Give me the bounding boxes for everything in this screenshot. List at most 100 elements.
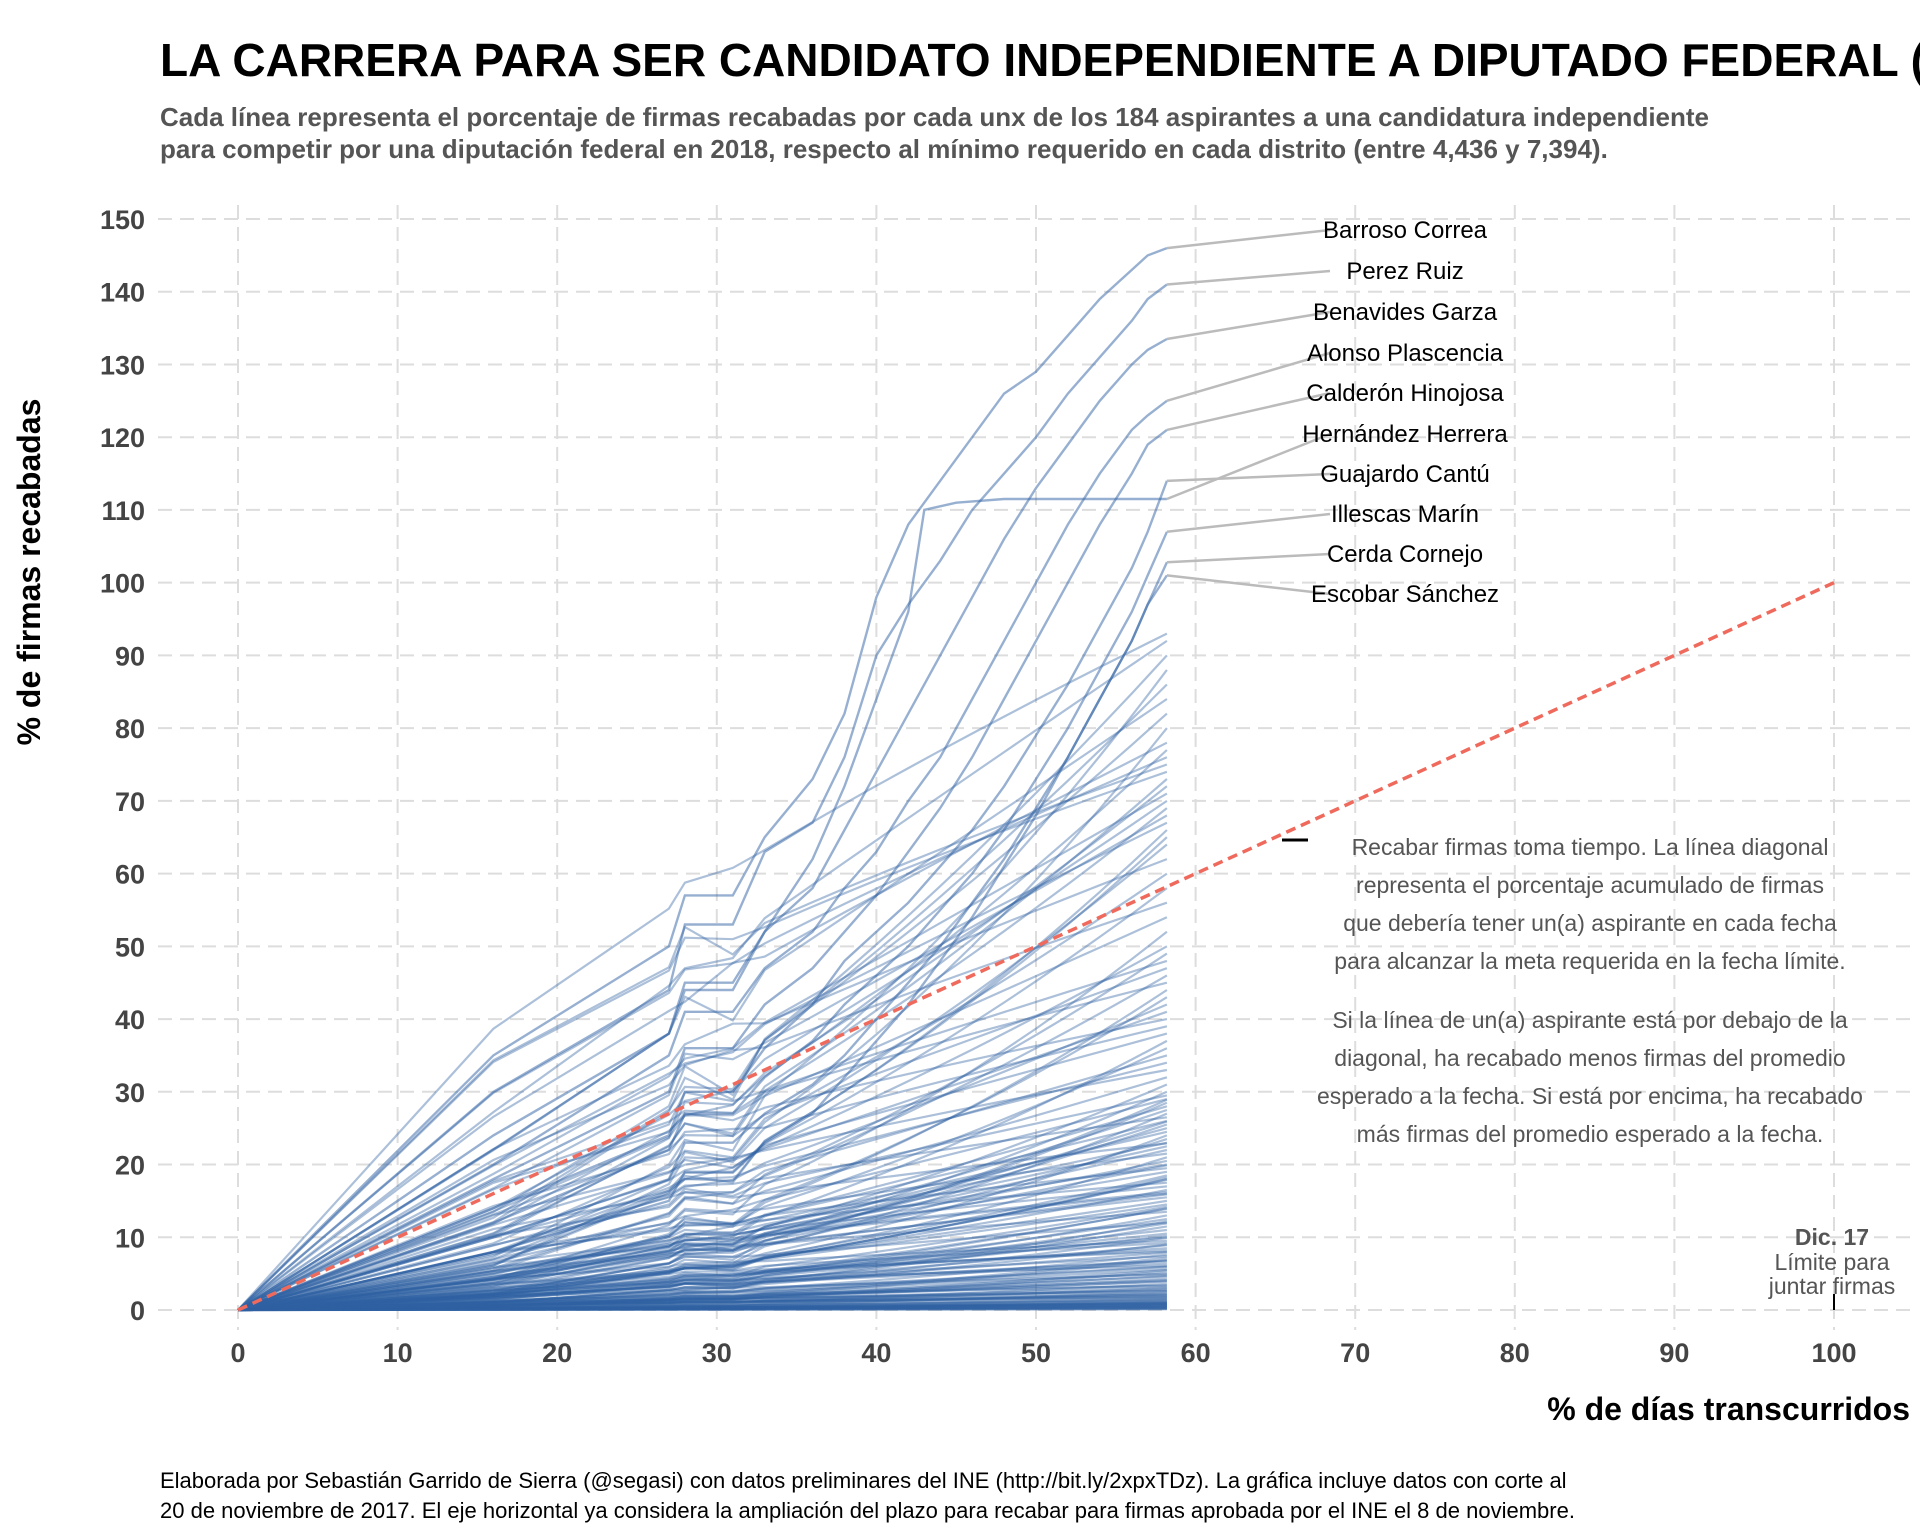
series-line xyxy=(237,1300,1167,1312)
reference-note-line: Recabar firmas toma tiempo. La línea dia… xyxy=(1352,834,1829,860)
y-tick-label: 130 xyxy=(100,350,145,380)
series-line xyxy=(237,1302,1167,1312)
reading-note: Si la línea de un(a) aspirante está por … xyxy=(1317,1007,1863,1147)
y-tick-label: 90 xyxy=(115,641,145,671)
series-line xyxy=(237,1302,1167,1312)
series-line xyxy=(237,712,1168,1312)
series-line xyxy=(237,1094,1168,1312)
series-line xyxy=(237,1039,1168,1312)
series-label-connector xyxy=(1166,269,1331,286)
series-line xyxy=(237,1236,1168,1312)
series-label: Escobar Sánchez xyxy=(1311,581,1499,608)
series-line xyxy=(237,1181,1167,1312)
series-line xyxy=(237,1297,1167,1312)
series-line xyxy=(237,1234,1168,1312)
series-line xyxy=(237,1232,1168,1312)
series-line xyxy=(237,749,1168,1312)
series-line xyxy=(237,1303,1167,1312)
series-line xyxy=(237,945,1168,1312)
y-tick-label: 20 xyxy=(115,1151,145,1181)
series-line xyxy=(237,1141,1168,1312)
highlighted-series-line xyxy=(237,480,1169,1312)
y-tick-label: 0 xyxy=(130,1296,145,1326)
series-line xyxy=(237,814,1168,1311)
y-tick-label: 10 xyxy=(115,1223,145,1253)
reading-note-line: diagonal, ha recabado menos firmas del p… xyxy=(1334,1045,1845,1071)
series-line xyxy=(237,1098,1168,1312)
series-line xyxy=(237,1130,1168,1312)
series-line xyxy=(237,821,1168,1311)
x-tick-label: 50 xyxy=(1021,1338,1051,1368)
series-line xyxy=(237,1101,1168,1312)
series-line xyxy=(237,1279,1167,1312)
grid xyxy=(158,205,1910,1330)
series-line xyxy=(237,1142,1168,1312)
series-line xyxy=(237,1145,1168,1312)
series-line xyxy=(237,1134,1168,1312)
series-line xyxy=(237,1294,1167,1312)
series-label: Perez Ruiz xyxy=(1346,258,1463,285)
x-tick-label: 90 xyxy=(1659,1338,1689,1368)
series-line xyxy=(237,1301,1167,1312)
series-line xyxy=(237,1236,1168,1312)
x-tick-label: 100 xyxy=(1811,1338,1856,1368)
y-tick-label: 30 xyxy=(115,1078,145,1108)
series-line xyxy=(237,1298,1167,1312)
series-line xyxy=(237,1304,1167,1312)
series-line xyxy=(237,1270,1167,1312)
caption-line-2: 20 de noviembre de 2017. El eje horizont… xyxy=(160,1498,1575,1523)
series-line xyxy=(237,1273,1167,1312)
reading-note-line: más firmas del promedio esperado a la fe… xyxy=(1357,1121,1824,1147)
series-line xyxy=(237,1068,1168,1312)
series-line xyxy=(237,1290,1167,1312)
series-line xyxy=(237,741,1168,1311)
series-line xyxy=(237,1247,1167,1312)
series-line xyxy=(237,1191,1168,1312)
x-tick-label: 30 xyxy=(702,1338,732,1368)
series-line xyxy=(237,1272,1167,1312)
series-line xyxy=(237,1259,1167,1312)
y-tick-label: 150 xyxy=(100,205,145,235)
series-line xyxy=(237,1289,1167,1312)
series-line xyxy=(237,1207,1168,1312)
x-tick-label: 40 xyxy=(861,1338,891,1368)
series-line xyxy=(237,1307,1167,1312)
chart-title: LA CARRERA PARA SER CANDIDATO INDEPENDIE… xyxy=(160,34,1920,86)
series-line xyxy=(237,1203,1168,1312)
series-line xyxy=(237,669,1168,1312)
series-line xyxy=(237,1148,1168,1312)
series-line xyxy=(237,1138,1168,1312)
series-line xyxy=(237,1277,1167,1312)
series-labels: Barroso Correa Perez Ruiz Benavides Garza A… xyxy=(1166,217,1508,608)
series-line xyxy=(237,1244,1167,1312)
series-line xyxy=(237,778,1168,1312)
series-line xyxy=(237,1295,1167,1312)
series-line xyxy=(237,1120,1168,1312)
series-line xyxy=(237,1228,1168,1312)
series-line xyxy=(237,1218,1168,1312)
series-label: Barroso Correa xyxy=(1323,217,1488,244)
series-line xyxy=(237,1192,1168,1312)
series-line xyxy=(237,836,1168,1312)
series-line xyxy=(237,1174,1168,1312)
highlighted-series-line xyxy=(237,497,1167,1312)
series-line xyxy=(237,1306,1167,1312)
series-line xyxy=(237,1159,1168,1312)
series-line xyxy=(237,1249,1167,1312)
series-label-connector xyxy=(1166,512,1331,533)
series-line xyxy=(237,1304,1167,1312)
series-label-connector xyxy=(1166,310,1331,341)
series-line xyxy=(237,1152,1168,1312)
series-line xyxy=(237,1262,1167,1312)
series-line xyxy=(237,930,1168,1312)
series-line xyxy=(237,829,1168,1312)
series-line xyxy=(237,1105,1168,1312)
series-line xyxy=(237,1178,1168,1312)
series-line xyxy=(237,1185,1168,1312)
series-line xyxy=(237,1156,1168,1312)
series-line xyxy=(237,843,1168,1312)
series-label-connector xyxy=(1166,228,1331,250)
series-line xyxy=(237,1260,1167,1312)
series-line xyxy=(237,639,1168,1311)
